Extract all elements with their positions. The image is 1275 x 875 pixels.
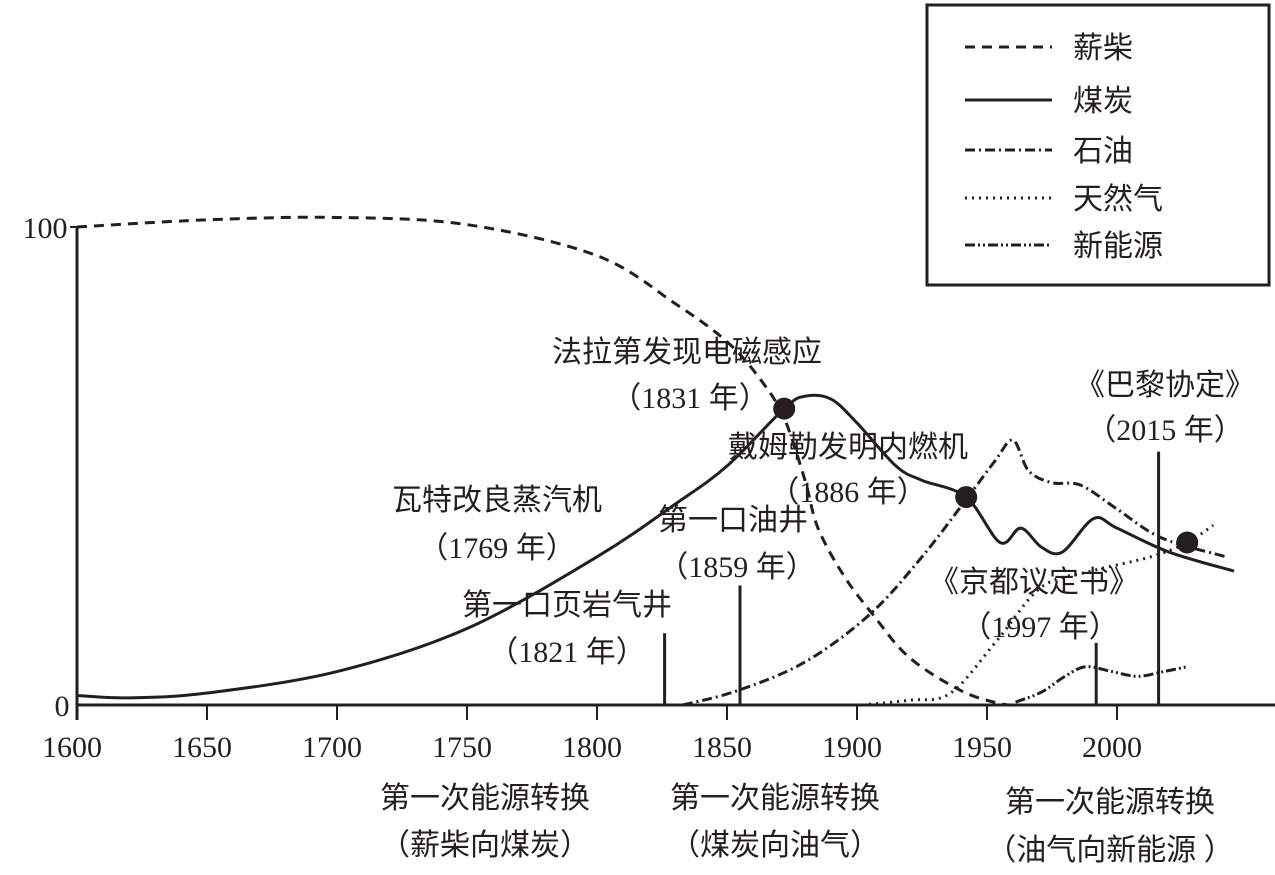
transition-2: 第一次能源转换 （煤炭向油气） — [670, 782, 880, 862]
annotation-kyoto: 《京都议定书》 （1997 年） — [929, 566, 1139, 644]
series-line-2 — [682, 438, 1227, 707]
legend-label: 天然气 — [1073, 183, 1163, 216]
annotation-title: 《京都议定书》 — [929, 566, 1139, 599]
annotation-date: （1769 年） — [418, 532, 576, 565]
annotation-faraday: 法拉第发现电磁感应 （1831 年） — [552, 336, 822, 415]
legend-item: 煤炭 — [965, 85, 1133, 118]
annotation-title: 《巴黎协定》 — [1075, 369, 1255, 402]
transition-title: 第一次能源转换 — [380, 782, 590, 815]
annotation-daimler: 戴姆勒发明内燃机 （1886 年） — [728, 431, 968, 509]
transition-title: 第一次能源转换 — [1005, 786, 1215, 819]
annotation-title: 法拉第发现电磁感应 — [552, 336, 822, 369]
annotation-date: （1997 年） — [961, 611, 1119, 644]
annotation-paris: 《巴黎协定》 （2015 年） — [1075, 369, 1255, 447]
transition-desc: （油气向新能源 ） — [986, 834, 1234, 867]
legend-box — [925, 3, 1271, 287]
x-tick-label: 1800 — [562, 731, 622, 764]
annotation-title: 第一口页岩气井 — [462, 589, 672, 622]
legend-item: 天然气 — [965, 183, 1163, 216]
legend-item: 新能源 — [965, 230, 1163, 263]
annotation-title: 瓦特改良蒸汽机 — [392, 484, 602, 517]
transition-point-marker — [955, 486, 978, 509]
transition-1: 第一次能源转换 （薪柴向煤炭） — [380, 782, 590, 862]
x-tick-label: 1750 — [432, 731, 492, 764]
y-tick-label-0: 0 — [55, 690, 70, 723]
annotation-watt: 瓦特改良蒸汽机 （1769 年） — [392, 484, 602, 565]
annotation-date: （1886 年） — [769, 476, 927, 509]
annotation-title: 第一口油井 — [658, 504, 808, 537]
x-tick-label: 1600 — [42, 731, 102, 764]
legend-label: 新能源 — [1073, 230, 1163, 263]
series-line-4 — [1015, 665, 1188, 704]
series-line-3 — [862, 524, 1215, 707]
transition-3: 第一次能源转换 （油气向新能源 ） — [986, 786, 1234, 867]
transition-desc: （薪柴向煤炭） — [380, 829, 590, 862]
transition-desc: （煤炭向油气） — [670, 829, 880, 862]
transition-point-marker — [1176, 531, 1199, 554]
x-tick-label: 1900 — [822, 731, 882, 764]
x-tick-label: 1700 — [302, 731, 362, 764]
legend-item: 石油 — [965, 135, 1133, 168]
annotation-date: （1831 年） — [611, 382, 769, 415]
y-tick-label-100: 100 — [23, 212, 68, 245]
x-tick-label: 1950 — [952, 731, 1012, 764]
x-tick-label: 2000 — [1082, 731, 1142, 764]
legend-label: 石油 — [1073, 135, 1133, 168]
annotation-first-oil-well: 第一口油井 （1859 年） — [658, 504, 816, 584]
legend-item: 薪柴 — [965, 32, 1133, 65]
legend-label: 煤炭 — [1073, 85, 1133, 118]
annotation-title: 戴姆勒发明内燃机 — [728, 431, 968, 464]
transition-title: 第一次能源转换 — [670, 782, 880, 815]
annotation-date: （1859 年） — [658, 551, 816, 584]
series-line-1 — [76, 393, 1235, 700]
legend-label: 薪柴 — [1073, 32, 1133, 65]
annotation-date: （1821 年） — [488, 636, 646, 669]
annotation-date: （2015 年） — [1086, 414, 1244, 447]
transition-point-marker — [773, 397, 796, 420]
x-tick-label: 1650 — [172, 731, 232, 764]
series-line-0 — [76, 215, 1019, 707]
annotation-shale-gas-well: 第一口页岩气井 （1821 年） — [462, 589, 672, 669]
x-tick-label: 1850 — [692, 731, 752, 764]
